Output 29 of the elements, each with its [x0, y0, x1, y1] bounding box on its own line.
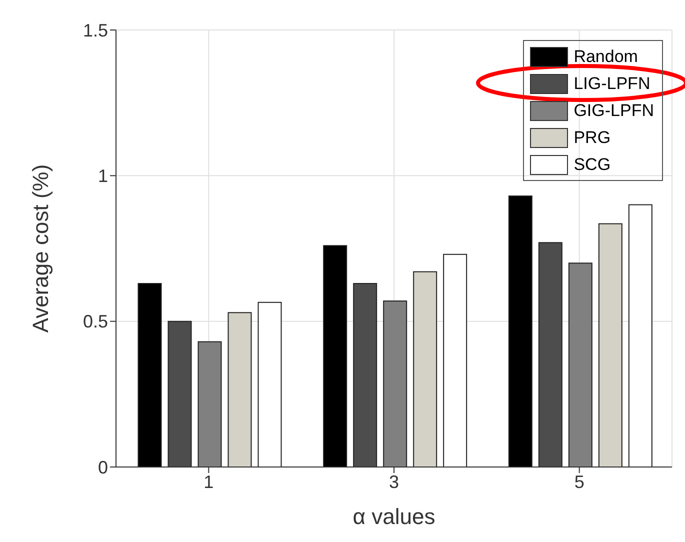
legend-label: Random: [574, 46, 638, 66]
bar: [258, 302, 282, 467]
y-tick-label: 0: [98, 457, 108, 478]
bar: [568, 262, 592, 467]
bar: [168, 320, 192, 467]
bar: [198, 341, 222, 467]
x-tick-label: 3: [388, 472, 400, 492]
y-tick-label: 0.5: [82, 312, 108, 332]
bar: [383, 300, 408, 467]
text: SCG: [574, 154, 611, 174]
x-axis-title: α values: [352, 504, 436, 529]
y-axis-title: Average cost (%): [28, 164, 53, 333]
bar: [413, 271, 438, 467]
bar: [138, 282, 162, 467]
bar: [598, 223, 622, 467]
bar: [538, 242, 562, 467]
legend-label: LIG-LPFN: [574, 74, 650, 94]
bar: [353, 282, 378, 467]
bar: [323, 245, 348, 467]
x-tick-label: 1: [204, 472, 214, 492]
legend-label: PRG: [574, 128, 611, 148]
bar: [508, 196, 532, 467]
bar: [228, 312, 252, 467]
bar: [443, 254, 468, 467]
x-tick-label: 5: [574, 472, 584, 492]
y-tick-label: 1.5: [82, 20, 108, 40]
y-tick-label: 1: [98, 166, 108, 186]
legend-label: GIG-LPFN: [574, 100, 654, 120]
bar: [628, 204, 652, 467]
